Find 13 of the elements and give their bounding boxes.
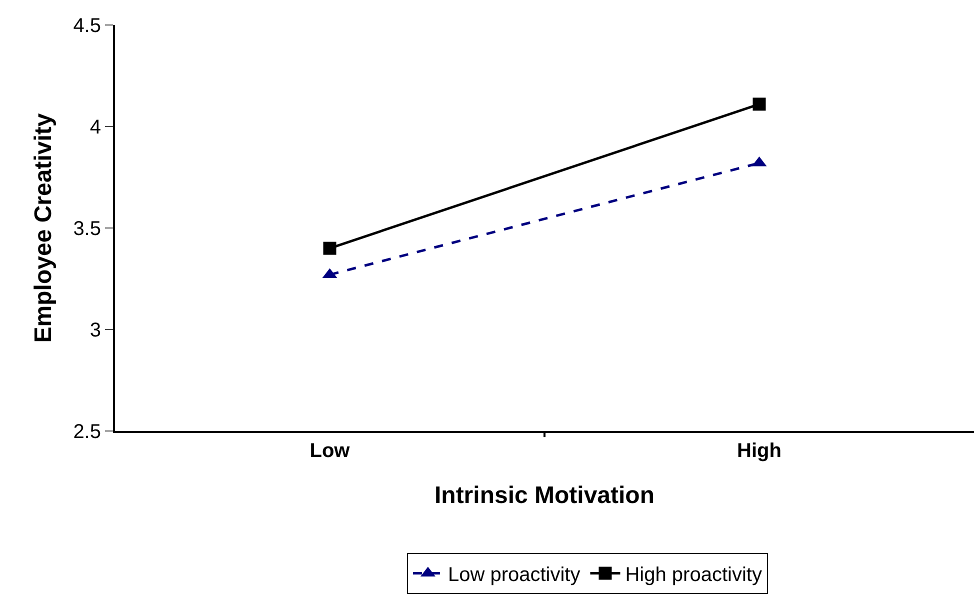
point bbox=[752, 98, 766, 111]
y-axis-title: Employee Creativity bbox=[30, 112, 57, 343]
y-tick-label: 3.5 bbox=[73, 218, 101, 240]
point bbox=[323, 242, 336, 255]
x-axis-title: Intrinsic Motivation bbox=[434, 482, 655, 509]
y-tick-label: 4.5 bbox=[73, 15, 101, 37]
y-tick-label: 4 bbox=[90, 116, 101, 138]
legend-label: High proactivity bbox=[625, 564, 762, 586]
x-tick-label: High bbox=[737, 440, 782, 462]
x-tick-label: Low bbox=[310, 440, 350, 462]
y-tick-label: 3 bbox=[90, 320, 101, 342]
legend-label: Low proactivity bbox=[448, 564, 580, 586]
y-tick-label: 2.5 bbox=[73, 421, 101, 443]
